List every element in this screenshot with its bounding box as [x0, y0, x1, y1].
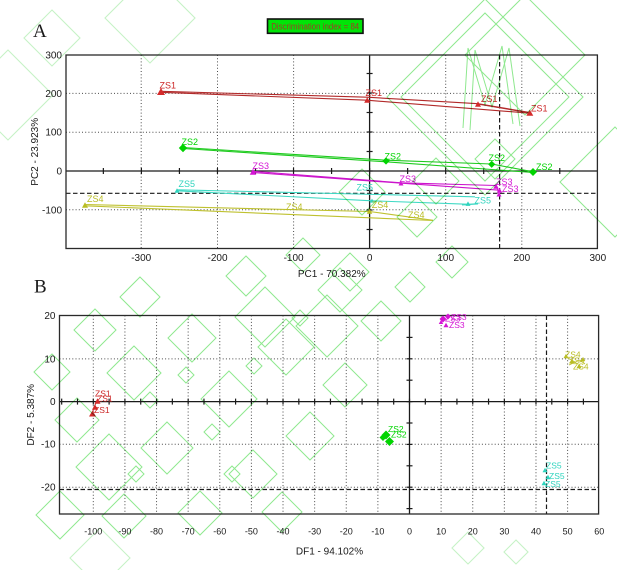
svg-text:ZS1: ZS1: [366, 88, 383, 98]
svg-text:-70: -70: [182, 527, 195, 537]
svg-text:200: 200: [513, 253, 530, 264]
svg-text:ZS3: ZS3: [400, 174, 417, 184]
svg-text:20: 20: [44, 311, 56, 322]
svg-text:300: 300: [45, 50, 62, 61]
svg-text:ZS4: ZS4: [286, 202, 303, 212]
svg-text:-300: -300: [131, 253, 151, 264]
svg-text:300: 300: [589, 253, 606, 264]
svg-text:10: 10: [44, 354, 56, 365]
svg-text:-20: -20: [340, 527, 353, 537]
svg-text:10: 10: [436, 527, 446, 537]
svg-text:-30: -30: [308, 527, 321, 537]
svg-text:ZS2: ZS2: [388, 424, 404, 434]
svg-text:0: 0: [56, 167, 62, 178]
svg-text:ZS1: ZS1: [160, 81, 177, 91]
svg-text:ZS3: ZS3: [253, 161, 270, 171]
svg-text:PC2 - 23.923%: PC2 - 23.923%: [30, 118, 41, 186]
svg-text:ZS2: ZS2: [536, 162, 553, 172]
svg-text:0: 0: [407, 527, 412, 537]
svg-text:ZS4: ZS4: [573, 362, 589, 372]
svg-text:B: B: [34, 277, 47, 298]
svg-text:ZS1: ZS1: [531, 103, 548, 113]
svg-text:20: 20: [468, 527, 478, 537]
svg-text:0: 0: [50, 397, 56, 408]
svg-text:ZS4: ZS4: [372, 200, 389, 210]
svg-text:ZS1: ZS1: [94, 405, 110, 415]
svg-text:ZS5: ZS5: [546, 461, 562, 471]
svg-text:-10: -10: [371, 527, 384, 537]
svg-text:-200: -200: [207, 253, 227, 264]
svg-text:200: 200: [45, 89, 62, 100]
svg-text:ZS3: ZS3: [449, 320, 465, 330]
svg-text:50: 50: [563, 527, 573, 537]
svg-text:ZS5: ZS5: [357, 183, 374, 193]
svg-text:ZS5: ZS5: [475, 196, 492, 206]
svg-text:ZS1: ZS1: [95, 389, 111, 399]
svg-text:ZS2: ZS2: [385, 152, 402, 162]
svg-text:ZS4: ZS4: [87, 194, 104, 204]
svg-text:ZS3: ZS3: [496, 177, 513, 187]
svg-text:ZS1: ZS1: [97, 394, 113, 404]
svg-text:Discrimination index = 84: Discrimination index = 84: [271, 21, 359, 31]
svg-text:ZS2: ZS2: [182, 137, 199, 147]
svg-text:-100: -100: [84, 527, 102, 537]
svg-text:0: 0: [367, 253, 373, 264]
svg-text:-100: -100: [284, 253, 304, 264]
svg-text:ZS4: ZS4: [565, 350, 581, 360]
svg-text:ZS3: ZS3: [451, 312, 467, 322]
svg-text:-90: -90: [118, 527, 131, 537]
svg-text:ZS2: ZS2: [391, 430, 407, 440]
svg-text:30: 30: [499, 527, 509, 537]
svg-text:40: 40: [531, 527, 541, 537]
svg-text:-20: -20: [41, 483, 56, 494]
svg-text:ZS5: ZS5: [179, 179, 196, 189]
svg-text:DF1 - 94.102%: DF1 - 94.102%: [296, 546, 363, 557]
svg-text:-50: -50: [245, 527, 258, 537]
svg-text:-60: -60: [213, 527, 226, 537]
svg-text:-80: -80: [150, 527, 163, 537]
svg-text:A: A: [33, 21, 47, 42]
svg-text:60: 60: [594, 527, 604, 537]
svg-text:ZS3: ZS3: [502, 184, 519, 194]
svg-text:ZS3: ZS3: [445, 314, 461, 324]
svg-text:-100: -100: [42, 205, 62, 216]
svg-text:PC1 - 70.382%: PC1 - 70.382%: [298, 269, 366, 280]
svg-text:-10: -10: [41, 440, 56, 451]
svg-text:ZS2: ZS2: [489, 153, 506, 163]
svg-text:ZS5: ZS5: [545, 479, 561, 489]
svg-text:DF2 - 5.387%: DF2 - 5.387%: [26, 384, 37, 446]
svg-text:ZS4: ZS4: [408, 210, 425, 220]
svg-text:ZS5: ZS5: [549, 471, 565, 481]
svg-text:100: 100: [45, 128, 62, 139]
svg-text:100: 100: [437, 253, 454, 264]
svg-text:ZS4: ZS4: [569, 356, 585, 366]
